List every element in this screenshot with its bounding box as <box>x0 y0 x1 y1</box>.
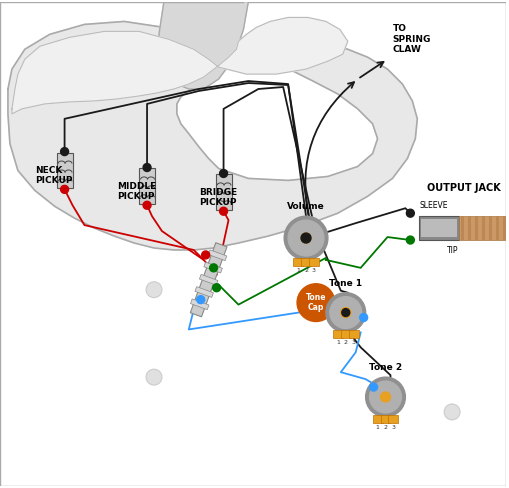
Bar <box>388 415 399 423</box>
Polygon shape <box>195 286 213 297</box>
Circle shape <box>341 307 351 318</box>
Circle shape <box>61 185 69 193</box>
Circle shape <box>360 314 367 322</box>
Bar <box>301 258 311 266</box>
Bar <box>482 216 485 240</box>
Text: MIDDLE
PICKUP: MIDDLE PICKUP <box>117 182 156 201</box>
Circle shape <box>301 233 311 243</box>
Circle shape <box>370 381 402 413</box>
Text: Tone 2: Tone 2 <box>369 363 402 372</box>
Circle shape <box>146 282 162 298</box>
Circle shape <box>61 148 69 156</box>
Polygon shape <box>208 250 227 261</box>
Text: 3: 3 <box>352 340 356 346</box>
Text: 2: 2 <box>344 340 348 346</box>
Circle shape <box>297 284 335 322</box>
Text: Tone
Cap: Tone Cap <box>306 293 326 312</box>
Bar <box>309 258 319 266</box>
Bar <box>419 216 459 240</box>
Text: TIP: TIP <box>447 246 459 255</box>
Text: OUTPUT JACK: OUTPUT JACK <box>427 183 501 193</box>
Circle shape <box>202 251 210 259</box>
Circle shape <box>381 392 390 402</box>
Text: 3: 3 <box>391 425 395 430</box>
Polygon shape <box>204 262 222 273</box>
Circle shape <box>210 264 217 272</box>
Bar <box>496 216 499 240</box>
Circle shape <box>370 383 378 391</box>
Circle shape <box>143 201 151 209</box>
Polygon shape <box>200 274 218 285</box>
Circle shape <box>219 207 228 215</box>
Circle shape <box>213 284 220 292</box>
Circle shape <box>444 404 460 420</box>
Text: Tone 1: Tone 1 <box>329 279 362 288</box>
Bar <box>459 216 509 240</box>
Circle shape <box>284 216 328 260</box>
Text: 1: 1 <box>376 425 380 430</box>
Bar <box>333 330 343 338</box>
Text: Volume: Volume <box>287 202 325 211</box>
Text: NECK
PICKUP: NECK PICKUP <box>35 166 72 185</box>
Text: 1: 1 <box>296 268 300 273</box>
Circle shape <box>219 169 228 178</box>
Bar <box>349 330 359 338</box>
Bar <box>503 216 506 240</box>
Circle shape <box>197 296 205 304</box>
Text: TO
SPRING
CLAW: TO SPRING CLAW <box>392 24 431 54</box>
Text: SLEEVE: SLEEVE <box>420 201 448 210</box>
Circle shape <box>330 297 362 328</box>
Polygon shape <box>190 243 227 317</box>
Text: 3: 3 <box>312 268 316 273</box>
Bar <box>373 415 383 423</box>
Bar <box>293 258 303 266</box>
Bar <box>468 216 471 240</box>
Polygon shape <box>159 1 248 89</box>
Bar <box>489 216 492 240</box>
Bar <box>461 216 464 240</box>
Circle shape <box>365 377 405 417</box>
Bar <box>56 153 72 188</box>
Bar <box>216 174 232 210</box>
Bar <box>475 216 478 240</box>
Bar <box>139 168 155 204</box>
Polygon shape <box>12 18 348 114</box>
Bar <box>381 415 390 423</box>
Text: 2: 2 <box>304 268 308 273</box>
Circle shape <box>146 369 162 385</box>
Polygon shape <box>8 21 417 250</box>
Bar <box>341 330 351 338</box>
Bar <box>421 219 457 237</box>
Circle shape <box>406 236 414 244</box>
Text: BRIDGE
PICKUP: BRIDGE PICKUP <box>199 187 237 207</box>
Circle shape <box>342 308 350 317</box>
Circle shape <box>326 293 365 332</box>
Circle shape <box>301 233 311 243</box>
Circle shape <box>406 209 414 217</box>
Text: 1: 1 <box>336 340 340 346</box>
Circle shape <box>143 163 151 171</box>
Text: 2: 2 <box>383 425 387 430</box>
Circle shape <box>288 220 324 256</box>
Polygon shape <box>190 299 209 310</box>
